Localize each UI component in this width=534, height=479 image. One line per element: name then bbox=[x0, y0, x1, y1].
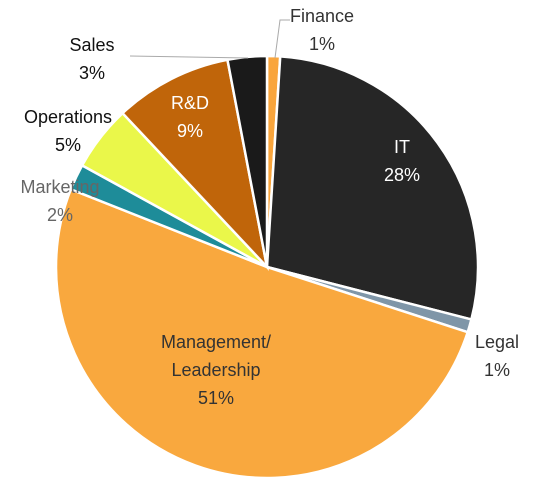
slice-value-label: 3% bbox=[79, 63, 105, 83]
pie-slice bbox=[120, 58, 270, 271]
slice-label: Finance bbox=[290, 6, 354, 26]
pie-slice bbox=[265, 55, 480, 321]
leader-line bbox=[274, 19, 290, 59]
slice-label: IT bbox=[394, 137, 410, 157]
slice-label: Operations bbox=[24, 107, 112, 127]
label-line: Management/ bbox=[161, 332, 271, 352]
slice-value-label: 51% bbox=[198, 388, 234, 408]
leader-line bbox=[129, 55, 249, 59]
slice-value-label: 9% bbox=[177, 121, 203, 141]
slice-value-label: 2% bbox=[47, 205, 73, 225]
slice-value-label: 1% bbox=[484, 360, 510, 380]
pie-slice bbox=[54, 187, 470, 479]
slice-value-label: 1% bbox=[309, 34, 335, 54]
slice-label: R&D bbox=[171, 93, 209, 113]
slice-value-label: 5% bbox=[55, 135, 81, 155]
slice-value-label: 28% bbox=[384, 165, 420, 185]
pie-slice bbox=[226, 54, 269, 268]
slice-label: Legal bbox=[475, 332, 519, 352]
label-line: Leadership bbox=[171, 360, 260, 380]
slice-label: Sales bbox=[69, 35, 114, 55]
slice-label: Management/Leadership bbox=[161, 332, 271, 380]
slice-label: Marketing bbox=[20, 177, 99, 197]
